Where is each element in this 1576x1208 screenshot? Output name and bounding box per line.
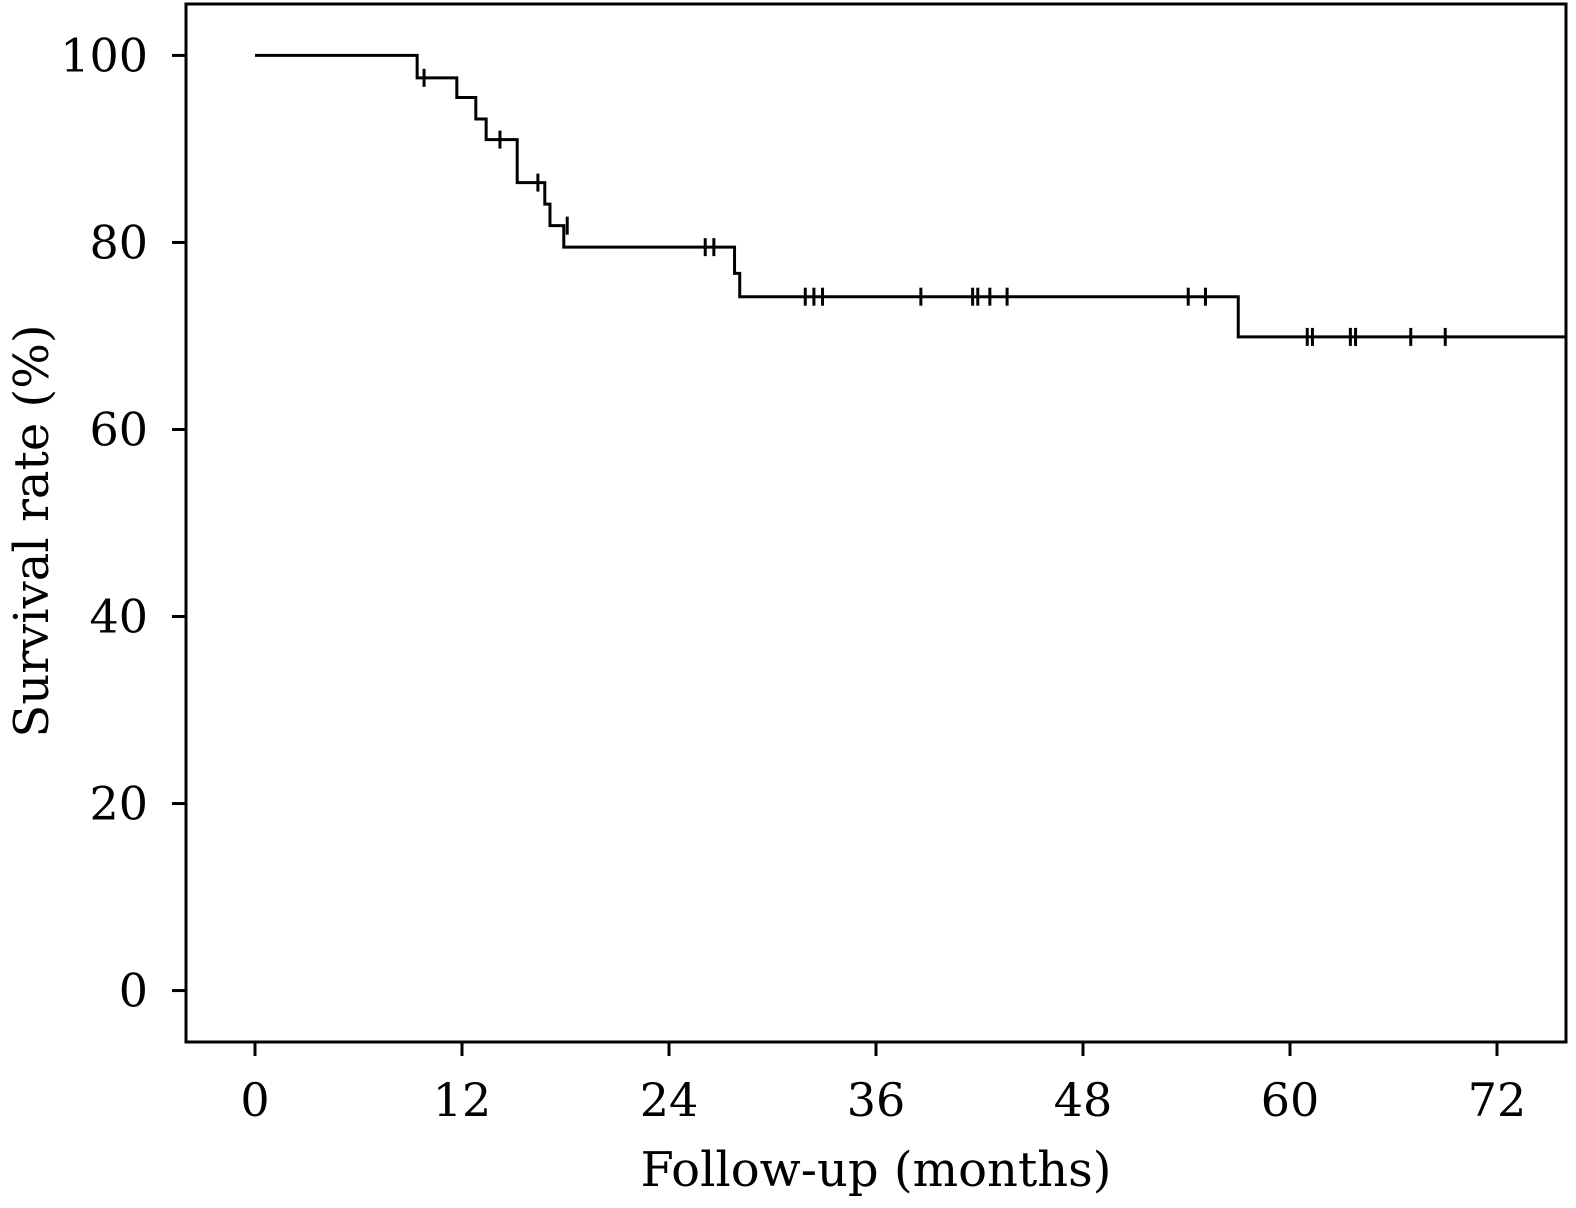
y-tick-label: 80 (89, 215, 148, 269)
x-tick-label: 0 (240, 1073, 269, 1127)
x-tick-label: 48 (1054, 1073, 1113, 1127)
y-tick-label: 100 (60, 28, 148, 82)
y-tick-label: 0 (119, 964, 148, 1018)
x-tick-label: 12 (433, 1073, 492, 1127)
plot-area (255, 53, 1566, 346)
x-axis: 0 12 24 36 48 60 72 (240, 1042, 1526, 1127)
y-tick-label: 40 (89, 590, 148, 644)
x-tick-label: 24 (640, 1073, 699, 1127)
y-axis-title: Survival rate (%) (4, 324, 60, 737)
y-tick-label: 20 (89, 777, 148, 831)
x-tick-label: 72 (1468, 1073, 1527, 1127)
y-tick-label: 60 (89, 402, 148, 456)
x-tick-label: 60 (1261, 1073, 1320, 1127)
y-axis: 0 20 40 60 80 100 (60, 28, 186, 1018)
x-tick-label: 36 (847, 1073, 906, 1127)
x-axis-title: Follow-up (months) (641, 1142, 1112, 1198)
plot-frame (184, 2, 1568, 1044)
survival-curve (255, 53, 1566, 339)
